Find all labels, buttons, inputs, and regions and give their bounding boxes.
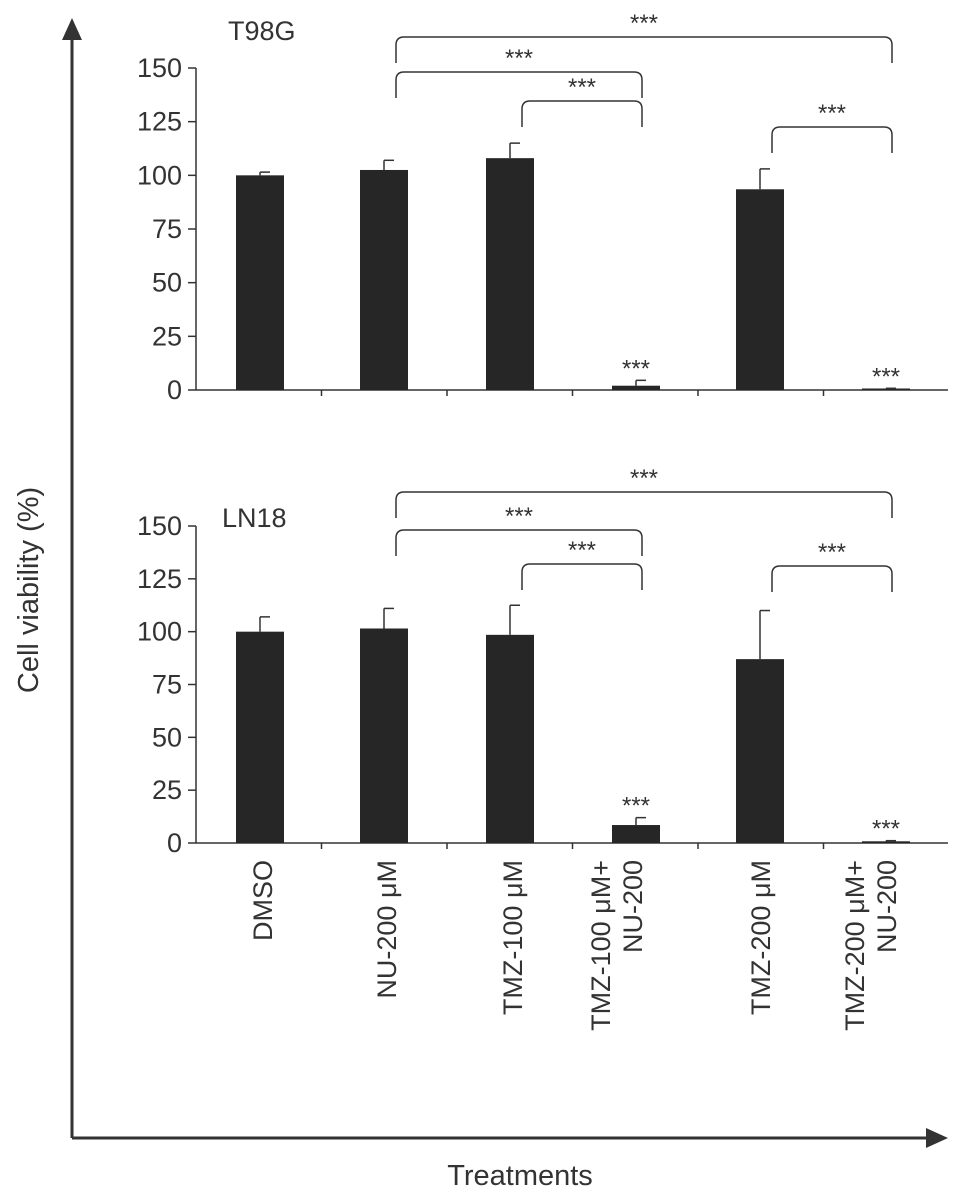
category-labels: DMSO NU-200 μM TMZ-100 μM TMZ-100 μM+ NU-200… (248, 860, 902, 1031)
panel-title: T98G (228, 16, 296, 46)
category-label: NU-200 μM (372, 860, 402, 999)
bracket-significance-label: *** (568, 537, 596, 564)
bracket-significance-label: *** (630, 465, 658, 492)
y-tick-label: 0 (167, 828, 182, 858)
bar (612, 825, 660, 843)
category-label-line1: TMZ-200 μM+ (840, 860, 870, 1031)
y-tick-label: 50 (152, 268, 182, 298)
x-axis-title: Treatments (447, 1160, 593, 1192)
category-label-line2: NU-200 (872, 860, 902, 953)
significance-bracket (395, 529, 643, 556)
y-tick-label: 150 (137, 511, 182, 541)
significance-bracket (771, 565, 893, 592)
significance-bracket (395, 491, 893, 518)
bar (360, 169, 408, 390)
bar (736, 189, 784, 390)
bar-significance-label: *** (622, 793, 650, 820)
y-tick-label: 25 (152, 775, 182, 805)
bar (862, 388, 910, 390)
outer-axes (62, 18, 948, 1148)
outer-y-axis-arrow-icon (62, 18, 82, 40)
bar-significance-label: *** (622, 355, 650, 382)
category-label: DMSO (248, 860, 278, 941)
bracket-significance-label: *** (568, 74, 596, 101)
significance-bracket (521, 100, 643, 127)
bracket-significance-label: *** (818, 100, 846, 127)
bar (486, 634, 534, 843)
bar (236, 631, 284, 843)
bracket-significance-label: *** (505, 45, 533, 72)
significance-bracket (521, 563, 643, 590)
category-label-line1: TMZ-100 μM+ (586, 860, 616, 1031)
bracket-significance-label: *** (505, 503, 533, 530)
panel-ln18: LN18 0 25 50 75 100 125 150 *** *** *** *** *** *** (137, 465, 948, 858)
category-label: TMZ-200 μM (746, 860, 776, 1015)
significance-bracket (771, 126, 893, 153)
y-tick-label: 125 (137, 564, 182, 594)
y-tick-label: 100 (137, 160, 182, 190)
y-tick-label: 25 (152, 321, 182, 351)
y-tick-label: 125 (137, 107, 182, 137)
bar (736, 659, 784, 843)
outer-x-axis-arrow-icon (926, 1128, 948, 1148)
bracket-significance-label: *** (818, 539, 846, 566)
panel-t98g: T98G 0 25 50 75 100 125 150 *** *** *** *** *** *** (137, 10, 948, 405)
y-tick-label: 100 (137, 617, 182, 647)
y-tick-label: 75 (152, 214, 182, 244)
y-tick-label: 0 (167, 375, 182, 405)
y-tick-label: 50 (152, 722, 182, 752)
y-tick-label: 75 (152, 670, 182, 700)
bar (236, 175, 284, 390)
bracket-significance-label: *** (630, 10, 658, 37)
bar (862, 841, 910, 843)
bar (486, 158, 534, 390)
significance-bracket (395, 36, 893, 63)
y-tick-label: 150 (137, 53, 182, 83)
bar (612, 385, 660, 390)
panel-title: LN18 (222, 503, 287, 533)
bar (360, 628, 408, 843)
y-axis-title: Cell viability (%) (13, 487, 45, 693)
bar-significance-label: *** (872, 363, 900, 390)
category-label-line2: NU-200 (618, 860, 648, 953)
category-label: TMZ-100 μM (498, 860, 528, 1015)
significance-bracket (395, 71, 643, 98)
bar-significance-label: *** (872, 816, 900, 843)
